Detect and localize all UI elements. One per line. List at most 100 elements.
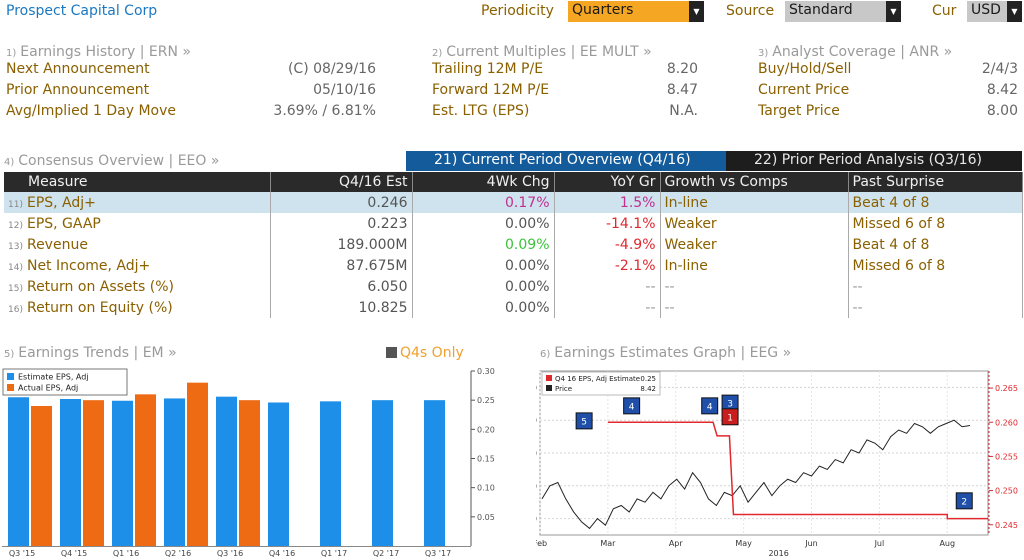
event-marker-label: 3 bbox=[727, 400, 733, 410]
chart-legend bbox=[2, 368, 128, 396]
growth-cell: -- bbox=[660, 297, 849, 318]
surprise-cell: -- bbox=[848, 297, 1023, 318]
legend-swatch bbox=[7, 384, 14, 391]
section-title: Earnings Trends | EM » bbox=[18, 345, 177, 361]
y-tick-label: 0.30 bbox=[477, 367, 495, 376]
periodicity-dropdown[interactable]: Quarters ▼ bbox=[568, 1, 704, 22]
surprise-cell: Beat 4 of 8 bbox=[848, 192, 1023, 213]
table-row[interactable]: 14) Net Income, Adj+ 87.675M 0.00% -2.1% … bbox=[4, 255, 1023, 276]
change-cell: 0.00% bbox=[412, 255, 555, 276]
table-header-row: Measure Q4/16 Est 4Wk Chg YoY Gr Growth … bbox=[4, 172, 1023, 192]
currency-dropdown[interactable]: USD ▼ bbox=[967, 1, 1022, 22]
row-label: Est. LTG (EPS) bbox=[432, 103, 530, 119]
checkbox-icon bbox=[386, 347, 397, 358]
estimate-cell: 10.825 bbox=[270, 297, 413, 318]
event-marker-label: 2 bbox=[961, 497, 967, 507]
earnings-estimates-chart[interactable]: 5 4 4 3 1 2 9.00 8.50 8.00 7.50 7.00 0.265 0.260 0.2… bbox=[536, 363, 1024, 560]
current-multiples-link[interactable]: 2) Current Multiples | EE MULT » bbox=[432, 44, 698, 60]
x-tick-label: May bbox=[735, 539, 752, 548]
row-label: Avg/Implied 1 Day Move bbox=[6, 103, 177, 119]
yoy-cell: -2.1% bbox=[554, 255, 661, 276]
column-header[interactable]: Past Surprise bbox=[848, 172, 1023, 192]
event-marker-label: 1 bbox=[727, 413, 733, 423]
analyst-row: Current Price 8.42 bbox=[758, 82, 1018, 103]
event-marker bbox=[623, 397, 641, 415]
growth-cell: In-line bbox=[660, 192, 849, 213]
column-header[interactable]: Measure bbox=[4, 172, 271, 192]
cur-label: Cur bbox=[932, 3, 957, 19]
row-value: (C) 08/29/16 bbox=[287, 61, 376, 77]
section-title: Earnings History | ERN » bbox=[20, 44, 191, 60]
earnings-estimates-graph-link[interactable]: 6) Earnings Estimates Graph | EEG » bbox=[540, 345, 791, 361]
change-cell: 0.00% bbox=[412, 276, 555, 297]
change-cell: 0.00% bbox=[412, 297, 555, 318]
yoy-cell: 1.5% bbox=[554, 192, 661, 213]
row-value: 2/4/3 bbox=[981, 61, 1018, 77]
bar-estimate bbox=[112, 400, 133, 546]
table-row[interactable]: 11) EPS, Adj+ 0.246 0.17% 1.5% In-line Be… bbox=[4, 192, 1023, 213]
x-tick-label: Aug bbox=[939, 539, 955, 548]
earnings-history-link[interactable]: 1) Earnings History | ERN » bbox=[6, 44, 376, 60]
x-tick-label: Mar bbox=[600, 539, 616, 548]
growth-cell: In-line bbox=[660, 255, 849, 276]
y-tick-label: 0.10 bbox=[477, 484, 495, 493]
row-label: Forward 12M P/E bbox=[432, 82, 550, 98]
column-header[interactable]: YoY Gr bbox=[554, 172, 661, 192]
bar-actual bbox=[187, 382, 208, 546]
x-tick-label: Q3 '16 bbox=[217, 549, 243, 558]
x-tick-label: Q4 '16 bbox=[269, 549, 295, 558]
column-header[interactable]: Q4/16 Est bbox=[270, 172, 413, 192]
row-number: 13) bbox=[8, 241, 23, 252]
section-number: 4) bbox=[4, 157, 15, 168]
measure-label: EPS, Adj+ bbox=[26, 194, 96, 211]
earnings-trends-link[interactable]: 5) Earnings Trends | EM » bbox=[4, 345, 177, 361]
yoy-cell: -- bbox=[554, 297, 661, 318]
table-row[interactable]: 16) Return on Equity (%) 10.825 0.00% -- … bbox=[4, 297, 1023, 318]
x-tick-label: Jul bbox=[874, 539, 885, 548]
legend-label: Price bbox=[555, 385, 572, 393]
periodicity-label: Periodicity bbox=[481, 3, 554, 19]
row-value: 8.47 bbox=[666, 82, 698, 98]
bar-estimate bbox=[372, 400, 393, 546]
source-dropdown[interactable]: Standard ▼ bbox=[785, 1, 901, 22]
table-row[interactable]: 13) Revenue 189.000M 0.09% -4.9% Weaker B… bbox=[4, 234, 1023, 255]
row-value: 8.00 bbox=[986, 103, 1018, 119]
analyst-row: Buy/Hold/Sell 2/4/3 bbox=[758, 61, 1018, 82]
column-header[interactable]: Growth vs Comps bbox=[660, 172, 849, 192]
surprise-cell: Missed 6 of 8 bbox=[848, 213, 1023, 234]
tab-current-period[interactable]: 21) Current Period Overview (Q4/16) bbox=[406, 151, 726, 171]
event-marker-label: 5 bbox=[581, 417, 587, 427]
section-number: 2) bbox=[432, 48, 443, 59]
legend-label: Q4 16 EPS, Adj Estimate bbox=[555, 375, 640, 383]
section-title: Current Multiples | EE MULT » bbox=[446, 44, 652, 60]
row-label: Target Price bbox=[758, 103, 840, 119]
chart-legend bbox=[541, 371, 661, 396]
company-name[interactable]: Prospect Capital Corp bbox=[6, 3, 158, 19]
row-number: 12) bbox=[8, 220, 23, 231]
current-multiples-section: 2) Current Multiples | EE MULT » Trailing… bbox=[432, 44, 698, 124]
analyst-row: Target Price 8.00 bbox=[758, 103, 1018, 124]
legend-swatch bbox=[7, 373, 14, 380]
table-row[interactable]: 12) EPS, GAAP 0.223 0.00% -14.1% Weaker M… bbox=[4, 213, 1023, 234]
analyst-coverage-link[interactable]: 3) Analyst Coverage | ANR » bbox=[758, 44, 1018, 60]
row-number: 14) bbox=[8, 262, 23, 273]
x-tick-label: Feb bbox=[536, 539, 547, 548]
table-row[interactable]: 15) Return on Assets (%) 6.050 0.00% -- -… bbox=[4, 276, 1023, 297]
tab-prior-period[interactable]: 22) Prior Period Analysis (Q3/16) bbox=[726, 151, 1022, 171]
x-tick-label: Jun bbox=[804, 539, 818, 548]
earnings-trends-chart[interactable]: 0.30 0.25 0.20 0.15 0.10 0.05 Q3 '15 Q4 '15 Q1 '… bbox=[0, 363, 500, 560]
x-tick-label: Q1 '16 bbox=[113, 549, 139, 558]
section-title: Consensus Overview | EEO » bbox=[18, 153, 220, 169]
bar-estimate bbox=[164, 398, 185, 546]
bar-actual bbox=[31, 406, 52, 546]
multiples-row: Trailing 12M P/E 8.20 bbox=[432, 61, 698, 82]
consensus-overview-link[interactable]: 4) Consensus Overview | EEO » bbox=[4, 153, 219, 169]
bar-estimate bbox=[216, 396, 237, 546]
column-header[interactable]: 4Wk Chg bbox=[412, 172, 555, 192]
q4s-only-toggle[interactable]: Q4s Only bbox=[386, 345, 464, 361]
yoy-cell: -- bbox=[554, 276, 661, 297]
bar-actual bbox=[135, 394, 156, 546]
estimate-cell: 0.223 bbox=[270, 213, 413, 234]
measure-label: Return on Assets (%) bbox=[26, 278, 175, 295]
row-value: N.A. bbox=[669, 103, 698, 119]
